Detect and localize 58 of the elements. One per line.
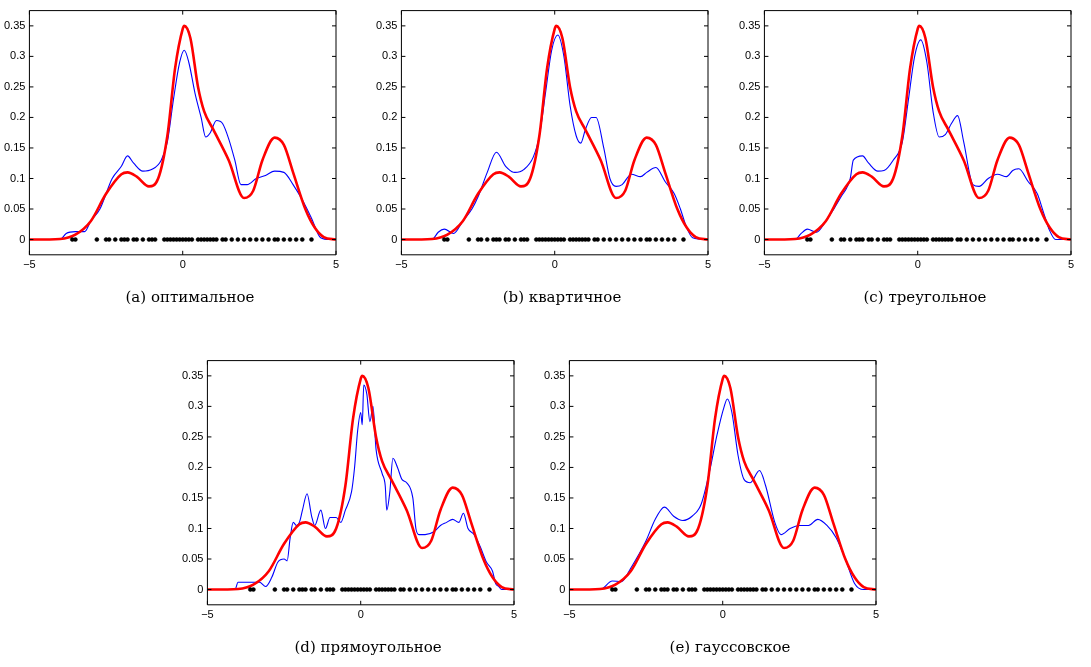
- x-tick-label: 5: [510, 608, 518, 621]
- x-tick-label: 5: [704, 258, 712, 271]
- y-tick-label: 0.35: [543, 368, 566, 381]
- x-tick-label: −5: [563, 608, 576, 621]
- x-tick-label: 5: [872, 608, 880, 621]
- y-tick-label: 0.1: [382, 171, 398, 184]
- y-tick-label: 0.2: [745, 110, 761, 123]
- y-tick-label: 0.3: [382, 49, 398, 62]
- y-tick-label: 0.1: [188, 521, 204, 534]
- y-tick-label: 0: [19, 232, 26, 245]
- y-tick-label: 0.35: [375, 18, 398, 31]
- y-tick-label: 0.25: [738, 79, 761, 92]
- y-tick-label: 0.25: [543, 429, 566, 442]
- x-tick-label: −5: [201, 608, 214, 621]
- x-tick-label: 0: [719, 608, 726, 621]
- y-tick-label: 0.05: [375, 202, 398, 215]
- y-tick-label: 0.05: [181, 552, 204, 565]
- x-tick-label: 5: [332, 258, 340, 271]
- x-tick-label: 0: [357, 608, 364, 621]
- y-tick-label: 0.3: [188, 399, 204, 412]
- y-tick-label: 0.2: [382, 110, 398, 123]
- y-tick-label: 0.05: [3, 202, 26, 215]
- y-tick-label: 0.25: [3, 79, 26, 92]
- x-tick-label: −5: [395, 258, 408, 271]
- y-tick-label: 0.2: [10, 110, 26, 123]
- x-tick-label: −5: [758, 258, 771, 271]
- y-tick-label: 0.3: [550, 399, 566, 412]
- y-tick-label: 0.1: [745, 171, 761, 184]
- y-tick-label: 0.3: [745, 49, 761, 62]
- y-tick-label: 0: [559, 582, 566, 595]
- y-tick-label: 0: [754, 232, 761, 245]
- y-tick-label: 0.15: [375, 140, 398, 153]
- x-tick-label: 0: [914, 258, 921, 271]
- y-tick-label: 0.25: [181, 429, 204, 442]
- y-tick-label: 0.1: [10, 171, 26, 184]
- text: (a) оптимальное: [124, 288, 256, 306]
- y-tick-label: 0.2: [550, 460, 566, 473]
- y-tick-label: 0.15: [3, 140, 26, 153]
- y-tick-label: 0.35: [3, 18, 26, 31]
- y-tick-label: 0.35: [181, 368, 204, 381]
- x-tick-label: 5: [1067, 258, 1075, 271]
- text: (c) треугольное: [862, 288, 988, 306]
- y-tick-label: 0: [391, 232, 398, 245]
- x-tick-label: −5: [23, 258, 36, 271]
- text: (b) квартичное: [501, 288, 623, 306]
- y-tick-label: 0.35: [738, 18, 761, 31]
- y-tick-label: 0.1: [550, 521, 566, 534]
- y-tick-label: 0.25: [375, 79, 398, 92]
- y-tick-label: 0.15: [738, 140, 761, 153]
- y-tick-label: 0: [197, 582, 204, 595]
- y-tick-label: 0.15: [543, 490, 566, 503]
- text: (e) гауссовское: [668, 638, 792, 656]
- y-tick-label: 0.2: [188, 460, 204, 473]
- y-tick-label: 0.05: [738, 202, 761, 215]
- text: (d) прямоугольное: [293, 638, 443, 656]
- y-tick-label: 0.05: [543, 552, 566, 565]
- y-tick-label: 0.15: [181, 490, 204, 503]
- y-tick-label: 0.3: [10, 49, 26, 62]
